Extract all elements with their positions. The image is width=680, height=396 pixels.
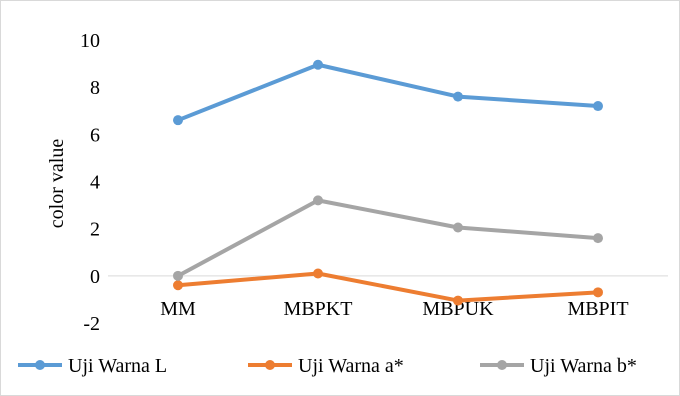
data-point bbox=[313, 195, 323, 206]
data-point bbox=[593, 101, 603, 112]
data-point bbox=[173, 280, 183, 291]
x-tick-label: MBPIT bbox=[567, 298, 628, 320]
series-line bbox=[176, 198, 600, 278]
x-tick-label: MBPKT bbox=[284, 298, 353, 320]
data-point bbox=[593, 233, 603, 244]
data-point bbox=[453, 295, 463, 306]
data-point bbox=[593, 287, 603, 298]
legend: Uji Warna L Uji Warna a* Uji Warna b* bbox=[18, 355, 637, 377]
plot-area bbox=[173, 59, 603, 306]
series-3 bbox=[173, 195, 603, 281]
legend-item: Uji Warna a* bbox=[248, 355, 404, 377]
y-tick-label: 10 bbox=[80, 30, 100, 52]
data-point bbox=[313, 59, 323, 70]
data-point bbox=[453, 222, 463, 233]
series-1 bbox=[173, 59, 603, 126]
y-tick-label: 4 bbox=[90, 172, 100, 194]
y-tick-labels: -2 0 2 4 6 8 10 bbox=[80, 30, 100, 335]
y-tick-label: 0 bbox=[90, 266, 100, 288]
data-point bbox=[173, 115, 183, 126]
legend-label: Uji Warna b* bbox=[530, 355, 637, 377]
legend-item: Uji Warna b* bbox=[480, 355, 637, 377]
legend-label: Uji Warna a* bbox=[298, 355, 404, 377]
series-line bbox=[176, 62, 600, 123]
data-point bbox=[453, 91, 463, 102]
legend-item: Uji Warna L bbox=[18, 355, 167, 377]
y-tick-label: 2 bbox=[90, 219, 100, 241]
series-2 bbox=[173, 268, 603, 306]
x-tick-label: MBPUK bbox=[422, 298, 494, 320]
x-tick-label: MM bbox=[160, 298, 196, 320]
data-point bbox=[173, 270, 183, 281]
y-tick-label: 6 bbox=[90, 124, 100, 146]
data-point bbox=[313, 268, 323, 279]
legend-marker bbox=[497, 360, 507, 370]
y-axis-label: color value bbox=[46, 139, 68, 229]
y-tick-label: 8 bbox=[90, 77, 100, 99]
y-tick-label: -2 bbox=[83, 313, 100, 335]
legend-marker bbox=[265, 360, 275, 370]
legend-label: Uji Warna L bbox=[68, 355, 167, 377]
x-tick-labels: MM MBPKT MBPUK MBPIT bbox=[160, 298, 628, 320]
series-line bbox=[176, 271, 600, 303]
legend-marker bbox=[35, 360, 45, 370]
